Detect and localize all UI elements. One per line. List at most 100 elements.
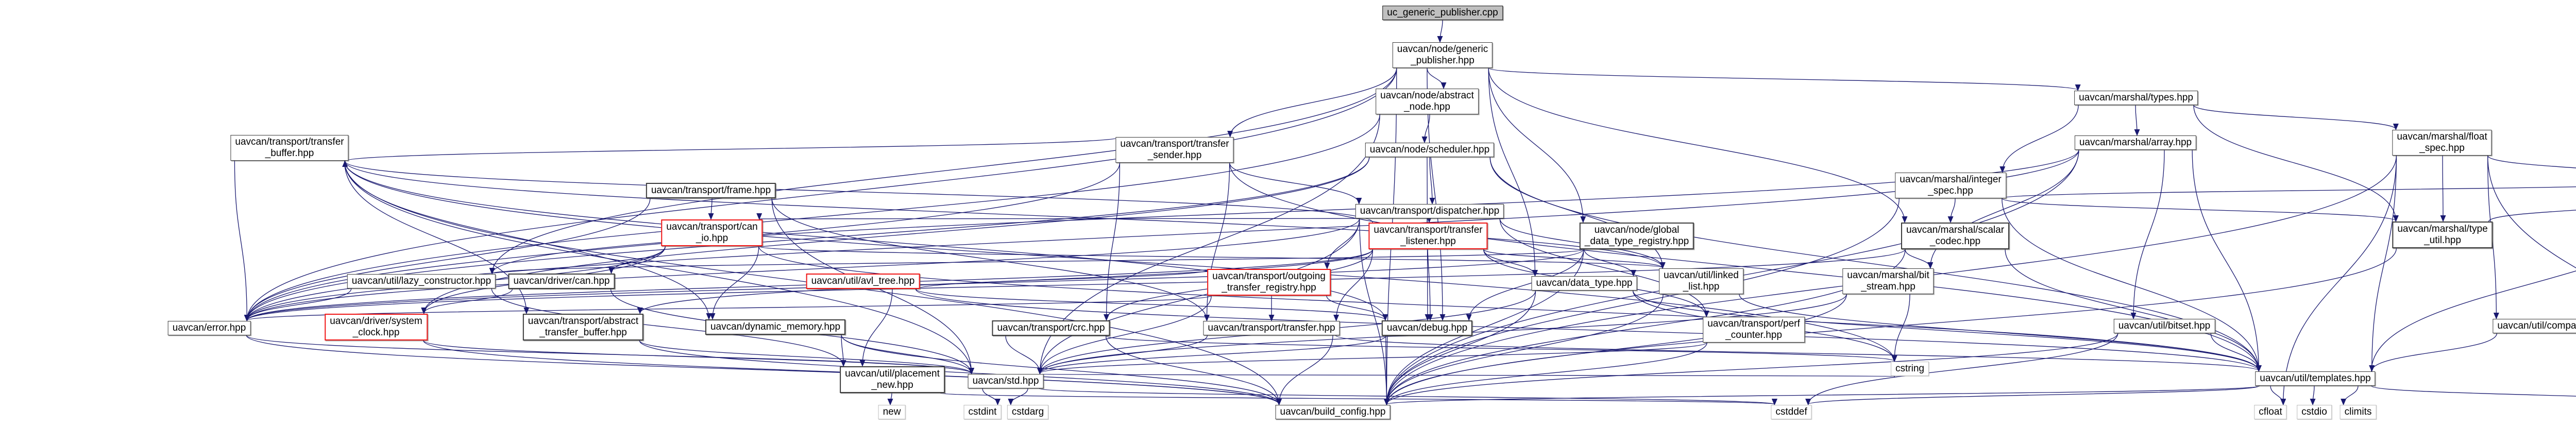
include-edge-data_type-templates — [1632, 290, 2262, 372]
graph-node-array[interactable]: uavcan/marshal/array.hpp — [2074, 135, 2197, 150]
include-edge-abstract_transfer_buffer-build_config — [639, 340, 1282, 405]
include-edge-data_type-build_config — [1383, 290, 1536, 405]
include-edge-scalar_codec-error — [244, 249, 1906, 321]
include-edge-debug-std — [1037, 335, 1386, 374]
include-edge-types-integer_spec — [1999, 105, 2079, 173]
include-edge-templates-build_config — [1384, 385, 2260, 405]
include-edge-transfer_sender-crc — [1104, 162, 1121, 321]
include-edge-global_registry-lazy_constructor — [489, 249, 1584, 275]
graph-node-transfer_listener[interactable]: uavcan/transport/transfer _listener.hpp — [1368, 223, 1488, 249]
graph-node-error[interactable]: uavcan/error.hpp — [167, 321, 251, 335]
include-edge-integer_spec-type_util — [2002, 198, 2399, 222]
include-edge-types-float_spec — [2193, 105, 2399, 130]
graph-node-transfer_sender[interactable]: uavcan/transport/transfer _sender.hpp — [1115, 137, 1234, 163]
include-edge-bit_stream-cstring — [1891, 294, 1910, 362]
include-edge-bitset-build_config — [1384, 333, 2119, 405]
include-edge-debug-build_config — [1383, 335, 1389, 405]
graph-node-dynamic_memory[interactable]: uavcan/dynamic_memory.hpp — [705, 319, 846, 335]
graph-node-placement_new[interactable]: uavcan/util/placement _new.hpp — [840, 366, 945, 393]
graph-node-data_type[interactable]: uavcan/data_type.hpp — [1531, 276, 1637, 291]
include-edge-comparison-templates — [2369, 333, 2497, 372]
graph-node-outgoing_registry[interactable]: uavcan/transport/outgoing _transfer_regi… — [1207, 269, 1331, 296]
graph-node-system_clock[interactable]: uavcan/driver/system _clock.hpp — [325, 314, 428, 340]
include-edge-lazy_constructor-placement_new — [491, 288, 846, 367]
include-edge-crc-cstring — [1105, 335, 1897, 362]
include-edge-linked_list-templates — [1739, 294, 2262, 372]
include-edge-placement_new-new — [887, 393, 893, 405]
include-edge-transfer_buffer-std — [344, 160, 974, 374]
include-edge-transfer_buffer-error — [234, 160, 250, 321]
include-edge-templates-cstddef — [1805, 385, 2260, 405]
include-edge-array-templates — [2192, 149, 2262, 372]
graph-node-cstring: cstring — [1891, 362, 1929, 376]
graph-node-templates[interactable]: uavcan/util/templates.hpp — [2255, 371, 2376, 386]
include-edge-scalar_codec-templates — [2005, 249, 2262, 372]
graph-node-can_io[interactable]: uavcan/transport/can _io.hpp — [661, 219, 763, 246]
include-edge-cpp-generic_publisher — [1437, 20, 1443, 43]
graph-node-build_config[interactable]: uavcan/build_config.hpp — [1275, 405, 1391, 419]
graph-node-crc[interactable]: uavcan/transport/crc.hpp — [992, 320, 1110, 336]
graph-node-generic_publisher[interactable]: uavcan/node/generic _publisher.hpp — [1392, 42, 1493, 68]
include-edge-avl_tree-debug — [915, 288, 1388, 321]
include-edge-frame-can_io — [708, 198, 714, 220]
graph-node-cstddef: cstddef — [1771, 405, 1812, 419]
graph-node-cstdarg: cstdarg — [1007, 405, 1049, 419]
graph-node-transfer_buffer[interactable]: uavcan/transport/transfer _buffer.hpp — [230, 135, 349, 161]
graph-node-scalar_codec[interactable]: uavcan/marshal/scalar _codec.hpp — [1901, 223, 2010, 249]
include-edge-templates-cmath — [2371, 385, 2576, 397]
graph-node-abstract_transfer_buffer[interactable]: uavcan/transport/abstract _transfer_buff… — [522, 314, 644, 340]
include-edge-transfer_sender-transfer_buffer — [342, 137, 1121, 162]
include-edge-types-array — [2134, 105, 2140, 136]
include-edge-templates-climits — [2341, 385, 2359, 405]
include-edge-std-cstdarg — [1008, 388, 1028, 405]
include-edge-generic_publisher-transfer_sender — [1227, 67, 1397, 138]
include-edge-transfer-std — [1037, 335, 1208, 374]
include-edge-dynamic_memory-build_config — [841, 334, 1282, 405]
graph-node-cstdio: cstdio — [2297, 405, 2332, 419]
graph-node-linked_list[interactable]: uavcan/util/linked _list.hpp — [1659, 268, 1743, 294]
include-edge-generic_publisher-lazy_constructor — [489, 67, 1397, 275]
graph-node-std[interactable]: uavcan/std.hpp — [968, 374, 1044, 388]
include-edge-generic_publisher-data_type — [1488, 67, 1538, 277]
graph-node-cpp: uc_generic_publisher.cpp — [1382, 6, 1503, 20]
include-edge-transfer_buffer-linked_list — [344, 160, 1666, 269]
graph-node-transfer[interactable]: uavcan/transport/transfer.hpp — [1203, 321, 1340, 335]
include-edge-dynamic_memory-placement_new — [840, 334, 846, 367]
graph-node-integer_spec[interactable]: uavcan/marshal/integer _spec.hpp — [1895, 173, 2006, 198]
include-edge-scalar_codec-bit_stream — [1905, 249, 1934, 269]
include-edge-dispatcher-std — [1037, 218, 1360, 374]
include-edge-array-lazy_constructor — [489, 149, 2079, 275]
include-edge-generic_publisher-abstract_node — [1427, 67, 1447, 89]
include-edge-templates-cfloat — [2270, 385, 2286, 405]
include-edge-transfer_sender-dispatcher — [1229, 162, 1362, 205]
graph-node-abstract_node[interactable]: uavcan/node/abstract _node.hpp — [1376, 89, 1479, 114]
graph-node-comparison[interactable]: uavcan/util/comparison.hpp — [2493, 319, 2576, 333]
graph-node-can[interactable]: uavcan/driver/can.hpp — [508, 274, 615, 289]
graph-node-avl_tree[interactable]: uavcan/util/avl_tree.hpp — [806, 274, 920, 289]
include-edge-outgoing_registry-error — [244, 295, 1212, 321]
include-edge-array-bitset — [2130, 149, 2165, 319]
graph-node-scheduler[interactable]: uavcan/node/scheduler.hpp — [1365, 143, 1495, 157]
include-edge-scheduler-linked_list — [1489, 157, 1666, 269]
graph-node-new: new — [878, 405, 906, 419]
include-edge-transfer_buffer-abstract_transfer_buffer — [344, 160, 530, 314]
graph-node-lazy_constructor[interactable]: uavcan/util/lazy_constructor.hpp — [347, 274, 496, 288]
graph-node-dispatcher[interactable]: uavcan/transport/dispatcher.hpp — [1355, 204, 1504, 218]
include-edge-templates-cstdio — [2310, 385, 2316, 405]
graph-node-bit_stream[interactable]: uavcan/marshal/bit _stream.hpp — [1842, 268, 1934, 294]
include-edge-bitset-cstddef — [1805, 333, 2119, 405]
graph-node-perf_counter[interactable]: uavcan/transport/perf _counter.hpp — [1703, 317, 1805, 343]
graph-node-frame[interactable]: uavcan/transport/frame.hpp — [646, 183, 776, 198]
graph-node-types[interactable]: uavcan/marshal/types.hpp — [2074, 91, 2198, 105]
include-edge-outgoing_registry-debug — [1326, 295, 1388, 321]
include-edge-integer_spec-limits — [2002, 186, 2576, 199]
graph-node-float_spec[interactable]: uavcan/marshal/float _spec.hpp — [2392, 130, 2492, 156]
include-edge-abstract_node-error — [244, 114, 1380, 321]
include-edge-lazy_constructor-error — [244, 288, 352, 321]
graph-node-debug[interactable]: uavcan/debug.hpp — [1381, 320, 1473, 336]
graph-node-type_util[interactable]: uavcan/marshal/type _util.hpp — [2392, 221, 2493, 248]
include-edge-outgoing_registry-avl_tree — [913, 268, 1212, 291]
graph-node-global_registry[interactable]: uavcan/node/global _data_type_registry.h… — [1579, 223, 1694, 249]
graph-node-bitset[interactable]: uavcan/util/bitset.hpp — [2113, 319, 2215, 333]
